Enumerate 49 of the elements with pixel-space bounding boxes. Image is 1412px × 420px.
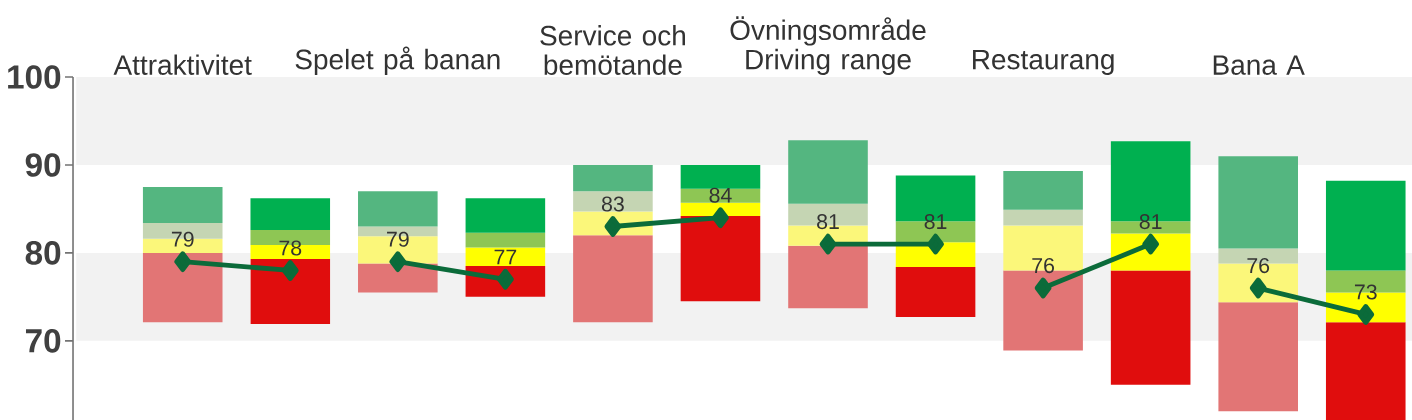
x-tick-label: Attraktivitet	[113, 54, 252, 75]
bar	[573, 191, 653, 212]
bar	[1325, 322, 1406, 420]
bar	[465, 232, 546, 248]
bar	[465, 198, 546, 233]
point	[281, 260, 299, 281]
bar	[142, 186, 223, 223]
y-tick-label: 90	[25, 153, 61, 177]
data-label: 81	[817, 214, 839, 230]
y-tick-label: 70	[25, 329, 61, 353]
bar	[1110, 270, 1191, 385]
point	[712, 207, 729, 229]
data-label: 73	[1354, 284, 1377, 300]
x-tick-label: Bana A	[1213, 55, 1305, 75]
data-label: 79	[387, 231, 409, 247]
x-tick-label: Restaurang	[973, 49, 1114, 75]
data-label: 76	[1032, 258, 1055, 274]
point	[819, 233, 837, 255]
bar	[1003, 209, 1083, 226]
point	[389, 251, 407, 273]
bar	[1325, 180, 1406, 271]
x-tick-label: Övningsområde Driving range	[730, 16, 926, 75]
y-tick-label: 100	[8, 65, 61, 89]
bar	[680, 164, 761, 189]
bar	[1218, 156, 1298, 249]
bar	[250, 259, 331, 325]
point	[174, 251, 192, 273]
bar	[788, 140, 868, 204]
bar	[250, 198, 331, 231]
y-tick-label: 80	[25, 241, 61, 265]
bar	[680, 202, 761, 216]
bar	[680, 215, 761, 302]
point	[1034, 277, 1052, 299]
x-tick-label: Service och bemötande	[540, 25, 685, 75]
bar	[573, 235, 653, 323]
bar	[788, 245, 868, 309]
bar	[465, 247, 546, 267]
bar	[142, 252, 223, 323]
data-label: 76	[1247, 258, 1270, 274]
bar	[358, 191, 438, 227]
bar	[1003, 171, 1083, 210]
bar	[895, 266, 976, 318]
data-label: 84	[709, 187, 732, 203]
data-label: 77	[494, 249, 517, 265]
bar	[573, 164, 653, 192]
data-label: 83	[601, 196, 624, 212]
x-tick-label: Spelet på banan	[295, 46, 500, 75]
data-label: 79	[171, 231, 194, 247]
bar	[1218, 302, 1298, 412]
